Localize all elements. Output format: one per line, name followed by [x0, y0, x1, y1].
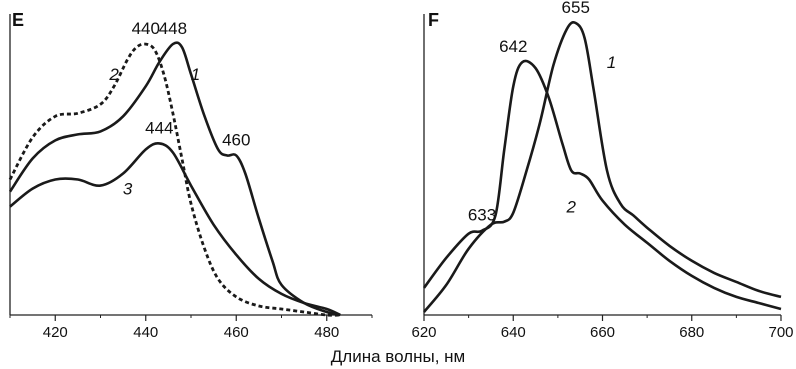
panel-f-peak-label: 655: [562, 0, 590, 17]
panel-e-curve-3: [9, 142, 341, 317]
panel-f: F 620 640 660 680 700 642 655 633 1 2: [411, 0, 793, 341]
panel-e-x-tick-label: 420: [43, 324, 68, 341]
panel-e-letter: E: [12, 10, 24, 30]
panel-f-curve-number: 1: [607, 53, 616, 72]
panel-e-peak-label: 444: [145, 118, 173, 137]
panel-e-curve-number: 3: [123, 180, 133, 199]
panel-e-curve-1: [8, 41, 341, 317]
panel-f-curve-number: 2: [566, 198, 577, 217]
panel-e-curve-number: 1: [191, 65, 200, 84]
panel-f-x-tick-label: 660: [590, 324, 615, 341]
panel-f-letter: F: [428, 10, 439, 30]
panel-e-peak-label: 440: [132, 19, 160, 38]
panel-e-x-tick-label: 460: [224, 324, 249, 341]
panel-e-x-tick-label: 440: [133, 324, 158, 341]
panel-f-peak-label: 633: [468, 206, 496, 225]
panel-e-curve-number: 2: [108, 65, 119, 84]
panel-f-x-tick-label: 700: [768, 324, 793, 341]
panel-f-curve-2: [422, 59, 782, 311]
x-axis-title: Длина волны, нм: [331, 347, 465, 366]
panel-f-peak-label: 642: [499, 37, 527, 56]
panel-e-peak-label: 460: [222, 130, 250, 149]
panel-f-x-tick-label: 640: [501, 324, 526, 341]
panel-f-x-tick-label: 620: [411, 324, 436, 341]
panel-e-curve-2: [8, 42, 341, 317]
panel-e-x-tick-label: 480: [314, 324, 339, 341]
panel-e-peak-label: 448: [159, 19, 187, 38]
panel-f-x-tick-label: 680: [679, 324, 704, 341]
panel-f-curve-1: [422, 21, 782, 313]
